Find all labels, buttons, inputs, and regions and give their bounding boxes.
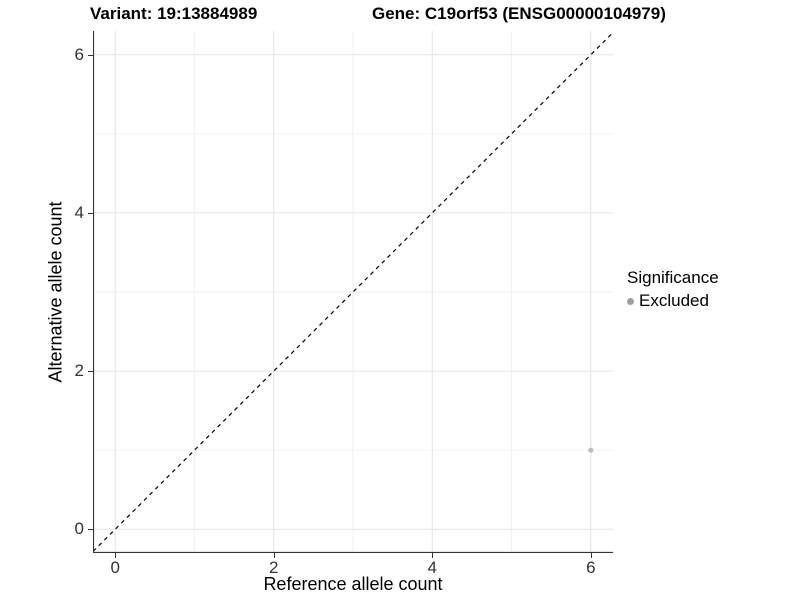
x-tick-mark xyxy=(115,553,117,558)
legend-title: Significance xyxy=(627,268,719,287)
x-tick-label: 6 xyxy=(586,558,596,577)
plot-title-gene: Gene: C19orf53 (ENSG00000104979) xyxy=(372,4,666,23)
legend-item-excluded: Excluded xyxy=(627,291,719,311)
x-tick-label: 2 xyxy=(268,558,279,577)
y-tick-label: 0 xyxy=(74,519,84,539)
y-tick-mark xyxy=(88,212,93,214)
x-tick-label: 4 xyxy=(427,558,437,577)
legend-item-label: Excluded xyxy=(639,291,709,310)
plot-panel xyxy=(93,31,613,553)
x-tick-mark xyxy=(590,553,592,558)
data-point xyxy=(588,447,594,453)
y-tick-label: 4 xyxy=(74,202,84,222)
y-tick-mark xyxy=(88,529,93,531)
y-tick-mark xyxy=(88,54,93,56)
x-tick-mark xyxy=(273,553,275,558)
plot-panel-canvas xyxy=(93,31,613,553)
y-axis-label: Alternative allele count xyxy=(45,201,66,383)
identity-line xyxy=(93,32,613,552)
x-axis-label: Reference allele count xyxy=(263,574,443,594)
legend-point-icon xyxy=(627,297,634,305)
y-tick-mark xyxy=(88,371,93,373)
x-tick-mark xyxy=(432,553,434,558)
x-tick-label: 0 xyxy=(110,558,120,577)
y-tick-label: 2 xyxy=(74,361,84,381)
y-tick-label: 6 xyxy=(74,44,84,64)
legend: Significance Excluded xyxy=(627,268,719,311)
plot-title-variant: Variant: 19:13884989 xyxy=(90,4,258,23)
